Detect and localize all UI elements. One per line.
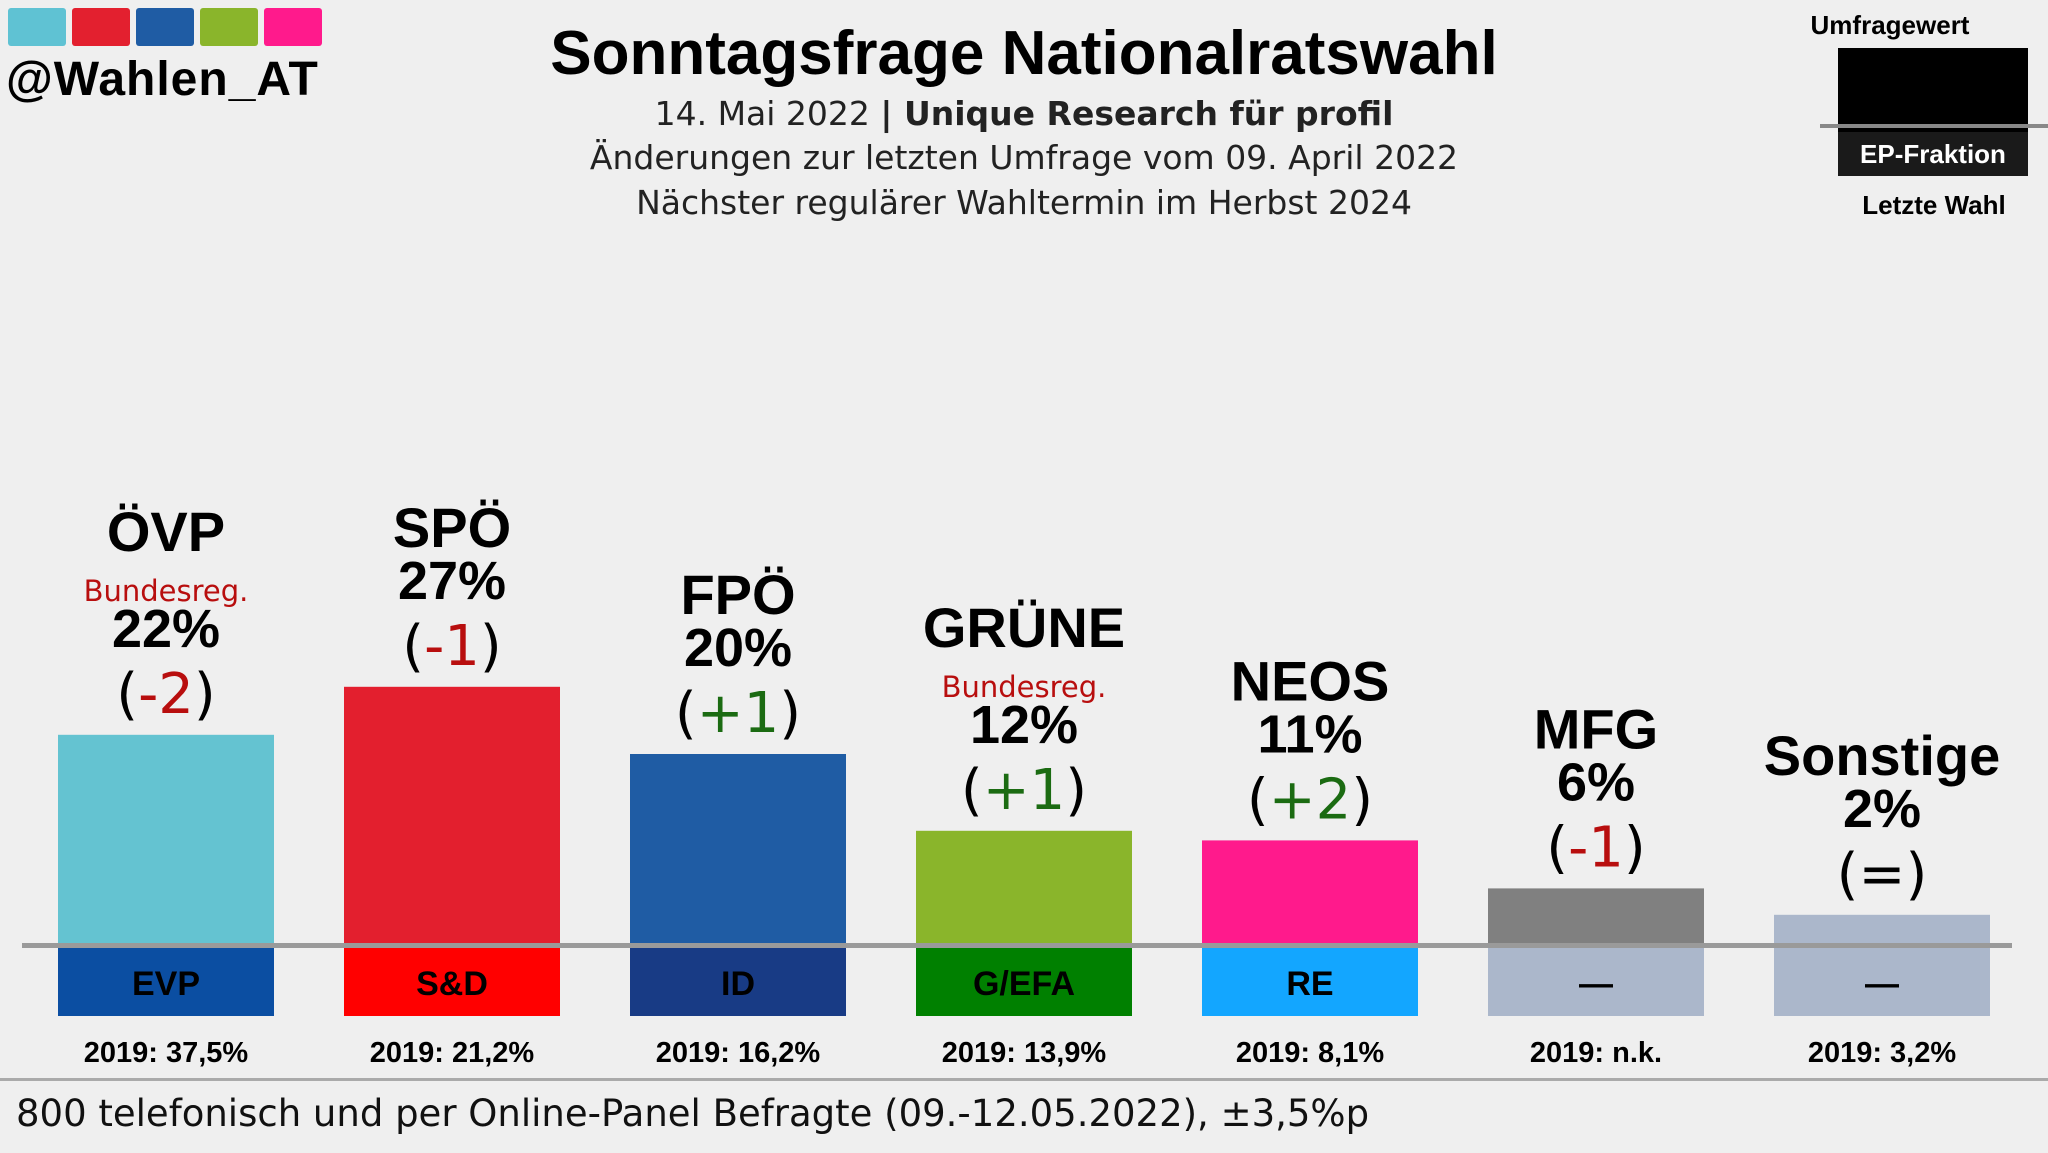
- ep-fraction-label: S&D: [416, 965, 488, 1003]
- value-label: 22%: [112, 599, 220, 659]
- ep-fraction-label: G/EFA: [973, 965, 1075, 1003]
- government-tag: Bundesreg.: [84, 574, 249, 608]
- ep-fraction-label: ID: [721, 965, 755, 1003]
- bar: [630, 754, 846, 946]
- change-label: (-2): [116, 662, 216, 727]
- brand-swatch: [72, 8, 130, 46]
- value-label: 2%: [1843, 779, 1921, 839]
- government-tag: Bundesreg.: [942, 670, 1107, 704]
- value-label: 27%: [398, 551, 506, 611]
- party-label: SPÖ: [393, 496, 511, 559]
- ep-fraction-label: —: [1865, 965, 1899, 1003]
- last-election-label: 2019: 8,1%: [1236, 1037, 1385, 1069]
- legend-last-election: Letzte Wahl: [1862, 190, 2006, 220]
- poll-source: Unique Research für profil: [903, 94, 1394, 133]
- change-label: (=): [1837, 842, 1928, 907]
- party-label: NEOS: [1231, 649, 1390, 712]
- party-label: Sonstige: [1764, 724, 2000, 787]
- change-label: (-1): [1546, 815, 1646, 880]
- ep-fraction-box: [1774, 948, 1990, 1016]
- value-label: 12%: [970, 695, 1078, 755]
- ep-fraction-label: RE: [1286, 965, 1333, 1003]
- page-title: Sonntagsfrage Nationalratswahl: [550, 19, 1498, 88]
- bar: [916, 830, 1132, 946]
- last-election-label: 2019: 16,2%: [656, 1037, 821, 1069]
- poll-date: 14. Mai 2022: [654, 94, 870, 133]
- ep-fraction-box: [916, 948, 1132, 1016]
- ep-fraction-box: [58, 948, 274, 1016]
- account-handle: @Wahlen_AT: [6, 53, 319, 106]
- legend-poll-value: Umfragewert: [1810, 10, 1970, 40]
- ep-fraction-label: EVP: [132, 965, 200, 1003]
- brand-color-strip: [8, 8, 322, 46]
- bar: [1202, 840, 1418, 946]
- last-election-label: 2019: n.k.: [1530, 1037, 1662, 1069]
- ep-fraction-label: —: [1579, 965, 1613, 1003]
- change-label: (+1): [675, 681, 801, 746]
- party-label: MFG: [1534, 697, 1658, 760]
- party-label: ÖVP: [107, 500, 225, 563]
- bar: [1774, 914, 1990, 946]
- value-label: 20%: [684, 618, 792, 678]
- last-election-label: 2019: 37,5%: [84, 1037, 249, 1069]
- last-election-label: 2019: 21,2%: [370, 1037, 535, 1069]
- value-label: 11%: [1257, 704, 1362, 764]
- bar: [58, 734, 274, 946]
- ep-fraction-box: [1488, 948, 1704, 1016]
- last-election-label: 2019: 13,9%: [942, 1037, 1107, 1069]
- change-label: (+1): [961, 758, 1087, 823]
- poll-meta: 14. Mai 2022 | Unique Research für profi…: [654, 94, 1394, 133]
- party-label: GRÜNE: [923, 596, 1125, 659]
- legend-baseline: [1820, 124, 2048, 128]
- changes-note: Änderungen zur letzten Umfrage vom 09. A…: [589, 138, 1459, 177]
- party-label: FPÖ: [680, 563, 795, 626]
- brand-swatch: [264, 8, 322, 46]
- last-election-label: 2019: 3,2%: [1808, 1037, 1957, 1069]
- next-election-note: Nächster regulärer Wahltermin im Herbst …: [636, 183, 1412, 222]
- footer-note: 800 telefonisch und per Online-Panel Bef…: [16, 1092, 1370, 1135]
- brand-swatch: [200, 8, 258, 46]
- footer-divider: [0, 1078, 2048, 1081]
- bar: [1488, 888, 1704, 946]
- value-label: 6%: [1557, 752, 1635, 812]
- change-label: (+2): [1247, 767, 1373, 832]
- ep-fraction-box: [630, 948, 846, 1016]
- ep-fraction-box: [344, 948, 560, 1016]
- legend-ep-fraction: EP-Fraktion: [1838, 132, 2028, 176]
- chart-baseline: [22, 943, 2012, 948]
- ep-fraction-box: [1202, 948, 1418, 1016]
- bar: [344, 686, 560, 946]
- change-label: (-1): [402, 614, 502, 679]
- brand-swatch: [136, 8, 194, 46]
- brand-swatch: [8, 8, 66, 46]
